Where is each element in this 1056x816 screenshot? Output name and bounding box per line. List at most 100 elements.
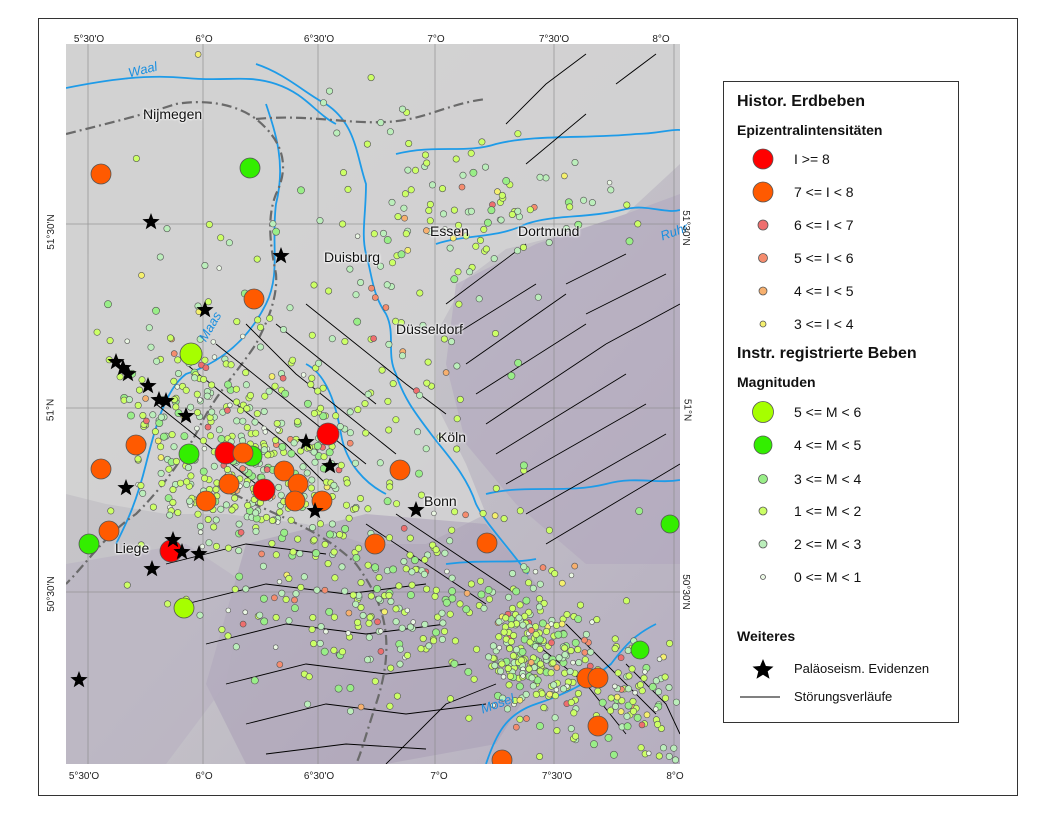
paleoseismic-star-marker[interactable]	[139, 377, 157, 394]
paleoseismic-star-marker[interactable]	[306, 502, 324, 519]
event-dot	[405, 140, 413, 148]
event-dot	[404, 247, 412, 254]
event-dot	[401, 214, 408, 222]
event-dot	[371, 563, 379, 572]
intensity-7-event[interactable]	[284, 490, 306, 512]
event-dot	[404, 607, 410, 614]
map-canvas[interactable]	[66, 44, 680, 764]
magnitude-5-event[interactable]	[239, 157, 261, 179]
intensity-7-event[interactable]	[587, 667, 609, 689]
event-dot	[235, 520, 243, 528]
paleoseismic-star-marker[interactable]	[173, 543, 191, 560]
waal-river	[66, 75, 337, 125]
event-dot	[522, 690, 530, 698]
event-dot	[265, 387, 273, 395]
legend-label-magnitude-0: 0 <= M < 1	[794, 569, 862, 585]
legend-item-faults: Störungsverläufe	[724, 685, 954, 709]
paleoseismic-star-marker[interactable]	[142, 213, 160, 230]
city-label-koeln: Köln	[438, 429, 467, 445]
event-dot	[612, 683, 618, 689]
paleoseismic-star-marker[interactable]	[107, 353, 125, 370]
event-dot	[402, 230, 410, 238]
event-dot	[325, 87, 333, 95]
paleoseismic-star-marker[interactable]	[114, 359, 132, 376]
event-dot	[282, 595, 290, 603]
event-dot	[623, 712, 631, 720]
paleoseismic-star-marker[interactable]	[143, 560, 161, 577]
intensity-7-event[interactable]	[364, 533, 386, 555]
intensity-7-event[interactable]	[218, 473, 240, 495]
tick-top-0: 5°30'O	[73, 34, 105, 45]
event-dot	[423, 159, 431, 167]
intensity-7-event[interactable]	[232, 442, 254, 464]
intensity-7-event[interactable]	[476, 532, 498, 554]
event-dot	[370, 335, 377, 342]
event-dot	[450, 206, 458, 214]
intensity-7-event[interactable]	[491, 749, 513, 764]
intensity-7-event[interactable]	[311, 490, 333, 512]
event-dot	[532, 630, 540, 638]
intensity-7-event[interactable]	[243, 288, 265, 310]
event-dot	[215, 426, 223, 434]
event-dot	[550, 681, 558, 689]
event-dot	[345, 630, 351, 636]
paleoseismic-star-marker[interactable]	[297, 433, 315, 450]
intensity-7-event[interactable]	[195, 490, 217, 512]
paleoseismic-star-marker[interactable]	[407, 501, 425, 518]
intensity-7-event[interactable]	[125, 434, 147, 456]
ardennes-relief	[66, 544, 246, 764]
intensity-7-event[interactable]	[587, 715, 609, 737]
intensity-7-event[interactable]	[90, 458, 112, 480]
event-dot	[465, 714, 473, 722]
event-dot	[562, 225, 570, 233]
paleoseismic-star-marker[interactable]	[272, 247, 290, 264]
magnitude-4-event[interactable]	[660, 514, 680, 534]
event-dot	[593, 616, 601, 624]
intensity-7-event[interactable]	[389, 459, 411, 481]
event-dot	[571, 562, 579, 570]
event-dot	[532, 568, 539, 575]
event-dot	[446, 695, 454, 703]
event-dot	[186, 497, 194, 505]
tick-right-1: 51°N	[681, 398, 693, 422]
intensity-8-event[interactable]	[252, 478, 276, 502]
map-panel[interactable]: Waal Maas Mosel Ruhr Nijmegen Duisburg E…	[66, 44, 690, 764]
event-dot	[454, 268, 462, 276]
event-dot	[567, 698, 575, 706]
paleoseismic-star-marker[interactable]	[196, 301, 214, 318]
event-dot	[540, 704, 548, 712]
event-dot	[289, 356, 297, 364]
paleoseismic-star-marker[interactable]	[117, 479, 135, 496]
magnitude-4-event[interactable]	[78, 533, 100, 555]
event-dot	[351, 459, 359, 467]
paleoseismic-star-marker[interactable]	[164, 531, 182, 548]
paleoseismic-star-marker[interactable]	[119, 365, 137, 382]
event-dot	[378, 628, 384, 634]
event-dot	[438, 185, 446, 193]
city-label-essen: Essen	[430, 223, 469, 239]
event-dot	[442, 598, 451, 607]
intensity-7-event[interactable]	[273, 460, 295, 482]
paleoseismic-star-marker[interactable]	[157, 392, 175, 409]
intensity-7-event[interactable]	[287, 473, 309, 495]
event-dot	[194, 51, 202, 58]
event-dot	[297, 583, 305, 591]
paleoseismic-star-marker[interactable]	[321, 457, 339, 474]
event-dot	[411, 166, 419, 174]
intensity-8-event[interactable]	[316, 422, 340, 446]
magnitude-4-event[interactable]	[178, 443, 200, 465]
paleoseismic-star-marker[interactable]	[177, 407, 195, 424]
intensity-7-event[interactable]	[90, 163, 112, 185]
magnitude-5-event[interactable]	[179, 342, 203, 366]
paleoseismic-star-marker[interactable]	[190, 545, 208, 562]
magnitude-5-event[interactable]	[173, 597, 195, 619]
intensity-7-event[interactable]	[98, 520, 120, 542]
event-dot	[643, 711, 651, 719]
event-dot	[157, 443, 165, 451]
paleoseismic-star-marker[interactable]	[70, 671, 88, 688]
large-events-layer	[78, 157, 680, 764]
event-dot	[494, 188, 501, 195]
legend-item-paleoseismic: Paläoseism. Evidenzen	[724, 657, 954, 681]
magnitude-4-event[interactable]	[630, 640, 650, 660]
event-dot	[392, 618, 400, 626]
